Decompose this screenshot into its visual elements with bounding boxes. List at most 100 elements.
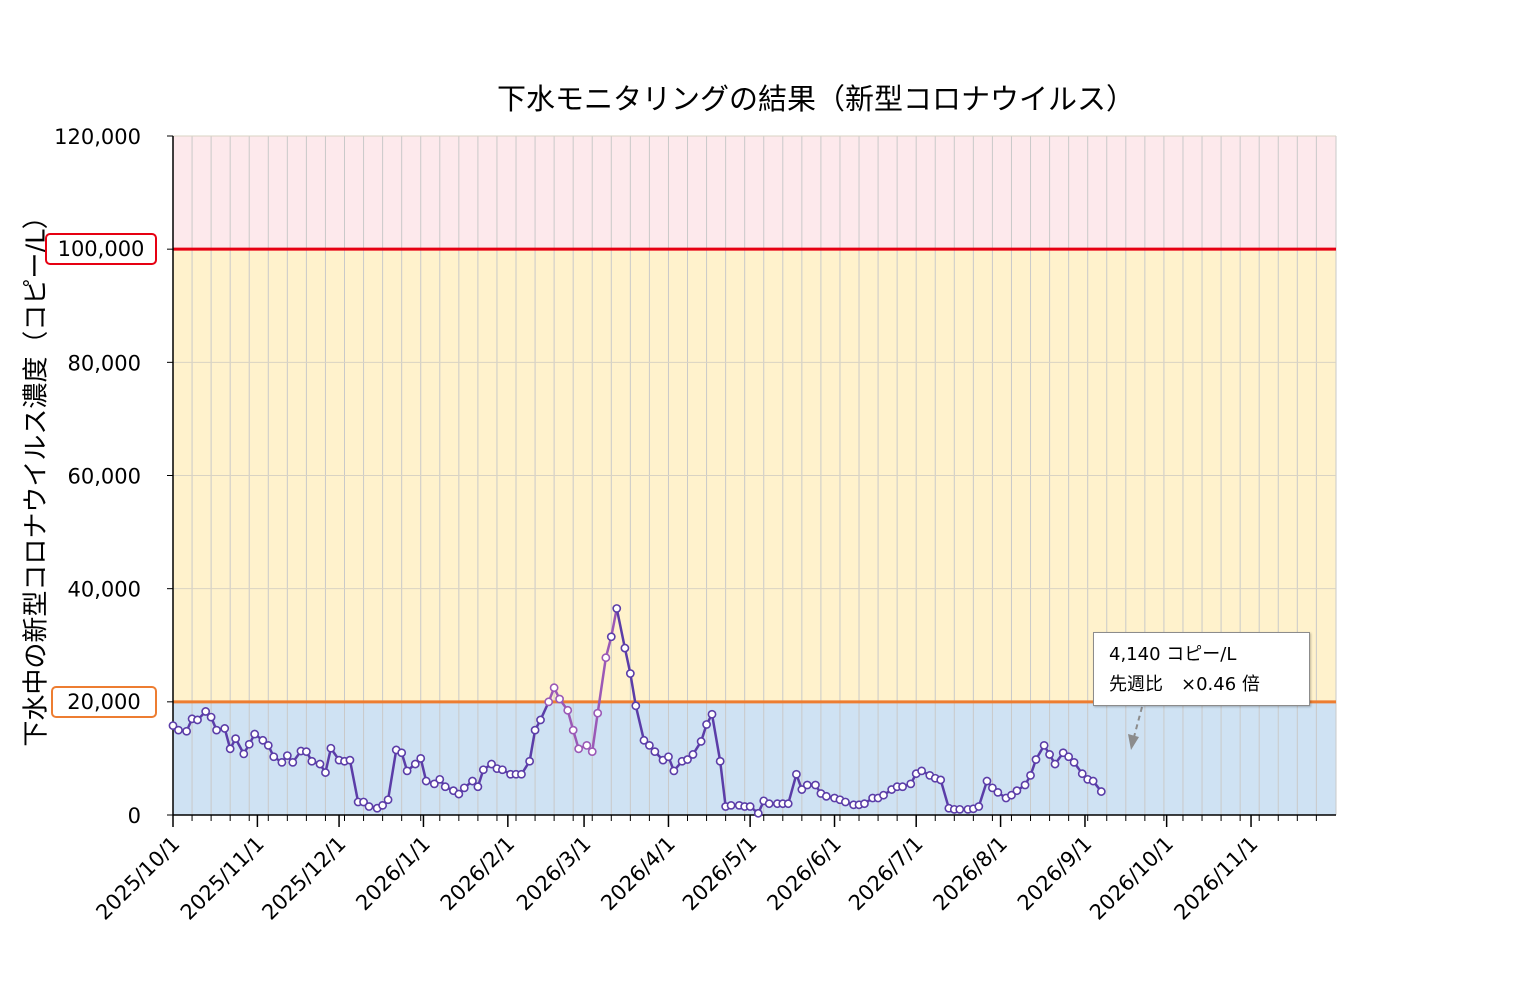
data-point: [468, 776, 477, 786]
data-point: [1012, 786, 1022, 796]
data-point: [1031, 755, 1041, 764]
data-point: [517, 769, 526, 779]
x-tick-label: 2026/2/1: [436, 832, 520, 916]
data-point: [639, 735, 649, 745]
data-point: [707, 709, 717, 719]
threshold-label-20000: 20,000: [51, 685, 157, 718]
data-point: [898, 782, 907, 792]
data-point: [612, 604, 622, 613]
data-point: [1064, 752, 1074, 762]
data-point: [269, 752, 279, 762]
x-tick-label: 2025/12/1: [257, 832, 350, 925]
series-segment: [718, 759, 727, 808]
series-segment: [590, 711, 599, 753]
data-point: [821, 791, 831, 801]
data-point: [168, 721, 178, 730]
x-tick-label: 2026/6/1: [762, 832, 846, 916]
data-point: [726, 800, 736, 810]
data-point: [383, 795, 393, 805]
data-point: [244, 739, 254, 749]
data-point: [1069, 757, 1079, 767]
data-point: [263, 741, 273, 750]
data-point: [688, 750, 698, 759]
data-point: [258, 735, 268, 745]
data-point: [397, 748, 407, 758]
data-point: [549, 683, 559, 693]
x-tick-label: 2025/10/1: [91, 832, 184, 925]
data-point: [1026, 770, 1035, 780]
band-0: [173, 701, 1336, 815]
latest-value-callout: 4,140 コピー/L 先週比 ×0.46 倍: [1093, 632, 1310, 706]
data-point: [982, 776, 992, 786]
data-point: [288, 757, 298, 767]
x-tick-label: 2026/7/1: [844, 832, 928, 916]
data-point: [993, 787, 1003, 797]
data-point: [587, 747, 597, 757]
y-tick-labels: 0 40,000 60,000 80,000 120,000: [54, 125, 173, 828]
callout-latest-value: 4,140 コピー/L: [1109, 644, 1237, 665]
data-point: [429, 779, 439, 789]
data-point: [536, 715, 545, 725]
data-point: [645, 741, 654, 750]
data-point: [582, 741, 592, 750]
data-point: [841, 797, 850, 807]
data-point: [416, 754, 426, 763]
data-point: [764, 799, 774, 809]
series-segment: [634, 704, 646, 742]
x-tick-label: 2026/4/1: [596, 832, 680, 916]
data-point: [220, 724, 230, 733]
data-point: [525, 756, 535, 766]
data-point: [606, 632, 616, 642]
data-point: [206, 712, 216, 722]
x-tick-label: 2026/10/1: [1085, 832, 1178, 925]
data-point: [1007, 790, 1016, 800]
x-tick-label: 2025/11/1: [176, 832, 269, 925]
data-point: [315, 759, 325, 769]
data-point: [225, 744, 235, 754]
data-point: [1020, 780, 1030, 790]
data-point: [345, 755, 355, 765]
data-point: [811, 780, 820, 790]
data-point: [454, 789, 464, 799]
chart-title: 下水モニタリングの結果（新型コロナウイルス）: [497, 82, 1136, 116]
data-point: [1096, 787, 1106, 796]
data-point: [435, 774, 445, 784]
series-segment: [786, 773, 798, 805]
x-tick-label: 2026/11/1: [1169, 832, 1262, 925]
x-tick-label: 2026/3/1: [512, 832, 596, 916]
series-segment: [615, 607, 627, 650]
data-point: [277, 757, 287, 767]
data-point: [359, 797, 368, 807]
data-point: [250, 729, 260, 739]
y-tick-label: 60,000: [68, 465, 141, 489]
data-point: [593, 708, 603, 718]
callout-week-ratio: 先週比 ×0.46 倍: [1109, 674, 1260, 695]
data-point: [378, 800, 388, 810]
series-segment: [528, 728, 537, 763]
series-segment: [710, 713, 722, 763]
y-tick-label: 0: [128, 804, 141, 828]
data-point: [625, 669, 635, 678]
data-point: [182, 726, 192, 736]
data-point: [326, 743, 336, 753]
data-point: [487, 759, 496, 769]
data-point: [459, 783, 469, 793]
data-point: [282, 751, 292, 760]
data-point: [478, 765, 488, 775]
data-point: [917, 766, 927, 776]
series-segment: [348, 758, 360, 804]
data-point: [174, 725, 183, 735]
y-axis-label: 下水中の新型コロナウイルス濃度（コピー/L）: [21, 203, 52, 747]
data-point: [879, 790, 888, 800]
data-point: [201, 707, 211, 716]
data-point: [1088, 776, 1098, 786]
data-point: [745, 802, 755, 811]
data-point: [231, 734, 241, 744]
data-point: [650, 747, 660, 757]
data-point: [530, 725, 540, 735]
series-segment: [596, 656, 608, 715]
data-point: [906, 779, 916, 789]
series-segment: [610, 607, 618, 639]
